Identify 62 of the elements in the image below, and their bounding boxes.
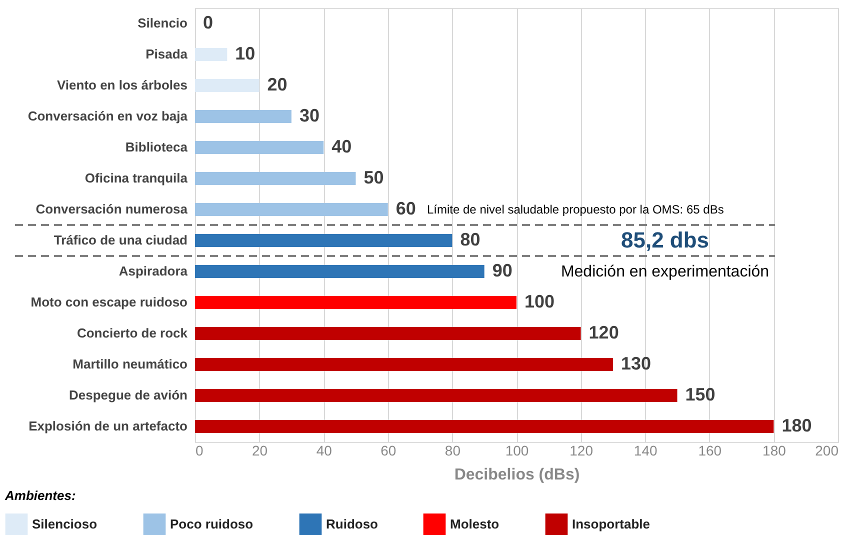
y-tick-label: Pisada bbox=[146, 46, 188, 62]
legend-label: Molesto bbox=[450, 516, 500, 532]
bar bbox=[195, 172, 356, 186]
y-tick-label: Conversación numerosa bbox=[36, 202, 188, 216]
x-tick-label: 200 bbox=[815, 442, 839, 458]
legend-label: Poco ruidoso bbox=[170, 516, 254, 532]
x-axis-title: Decibelios (dBs) bbox=[454, 466, 580, 484]
bar bbox=[195, 48, 228, 62]
data-label: 130 bbox=[620, 354, 651, 374]
y-tick-label: Viento en los árboles bbox=[56, 78, 188, 92]
bar bbox=[195, 202, 388, 216]
y-tick-label: Biblioteca bbox=[125, 140, 188, 154]
bar bbox=[195, 326, 581, 340]
x-tick-label: 160 bbox=[698, 442, 722, 458]
legend-label: Ruidoso bbox=[326, 516, 378, 532]
y-tick-label: Martillo neumático bbox=[72, 356, 188, 372]
data-label: 120 bbox=[588, 322, 619, 342]
x-tick-label: 100 bbox=[505, 442, 529, 458]
bar bbox=[195, 296, 516, 310]
x-tick-label: 40 bbox=[316, 442, 332, 458]
y-tick-label: Aspiradora bbox=[118, 264, 188, 278]
data-label: 20 bbox=[267, 74, 288, 94]
bar bbox=[195, 264, 484, 278]
legend-label: Insoportable bbox=[572, 516, 650, 532]
annotation: Medición en experimentación bbox=[560, 264, 770, 280]
y-tick-label: Moto con escape ruidoso bbox=[30, 294, 188, 310]
data-label: 50 bbox=[364, 168, 384, 188]
bar bbox=[195, 110, 292, 124]
data-label: 180 bbox=[782, 416, 812, 436]
y-tick-label: Tráfico de una ciudad bbox=[54, 232, 188, 248]
annotation: Límite de nivel saludable propuesto por la OMS: 65 dBs bbox=[427, 202, 724, 216]
legend-title: Ambientes: bbox=[4, 488, 76, 503]
x-tick-label: 0 bbox=[196, 442, 204, 458]
data-label: 10 bbox=[235, 44, 256, 64]
data-label: 100 bbox=[524, 292, 555, 312]
data-label: 150 bbox=[685, 384, 716, 404]
y-tick-label: Explosión de un artefacto bbox=[28, 418, 188, 434]
y-tick-label: Silencio bbox=[138, 16, 188, 30]
bar bbox=[195, 388, 678, 402]
bar bbox=[195, 140, 324, 154]
data-label: 90 bbox=[492, 260, 512, 280]
bar bbox=[195, 78, 260, 92]
x-tick-label: 120 bbox=[570, 442, 594, 458]
x-tick-label: 60 bbox=[380, 442, 396, 458]
y-tick-label: Oficina tranquila bbox=[84, 170, 188, 186]
x-tick-label: 20 bbox=[252, 442, 268, 458]
data-label: 0 bbox=[203, 12, 214, 32]
data-label: 30 bbox=[299, 106, 320, 126]
data-label: 80 bbox=[460, 230, 480, 250]
y-tick-label: Despegue de avión bbox=[69, 388, 188, 402]
data-label: 60 bbox=[396, 198, 416, 218]
y-tick-label: Concierto de rock bbox=[76, 326, 188, 340]
legend-label: Silencioso bbox=[32, 516, 98, 532]
y-tick-label: Conversación en voz baja bbox=[28, 108, 188, 124]
annotation: 85,2 dbs bbox=[620, 228, 710, 252]
bar bbox=[195, 358, 613, 372]
x-tick-label: 80 bbox=[444, 442, 461, 458]
x-tick-label: 180 bbox=[762, 442, 786, 458]
bar bbox=[195, 234, 452, 248]
bar bbox=[195, 420, 774, 434]
x-tick-label: 140 bbox=[634, 442, 658, 458]
data-label: 40 bbox=[332, 136, 352, 156]
